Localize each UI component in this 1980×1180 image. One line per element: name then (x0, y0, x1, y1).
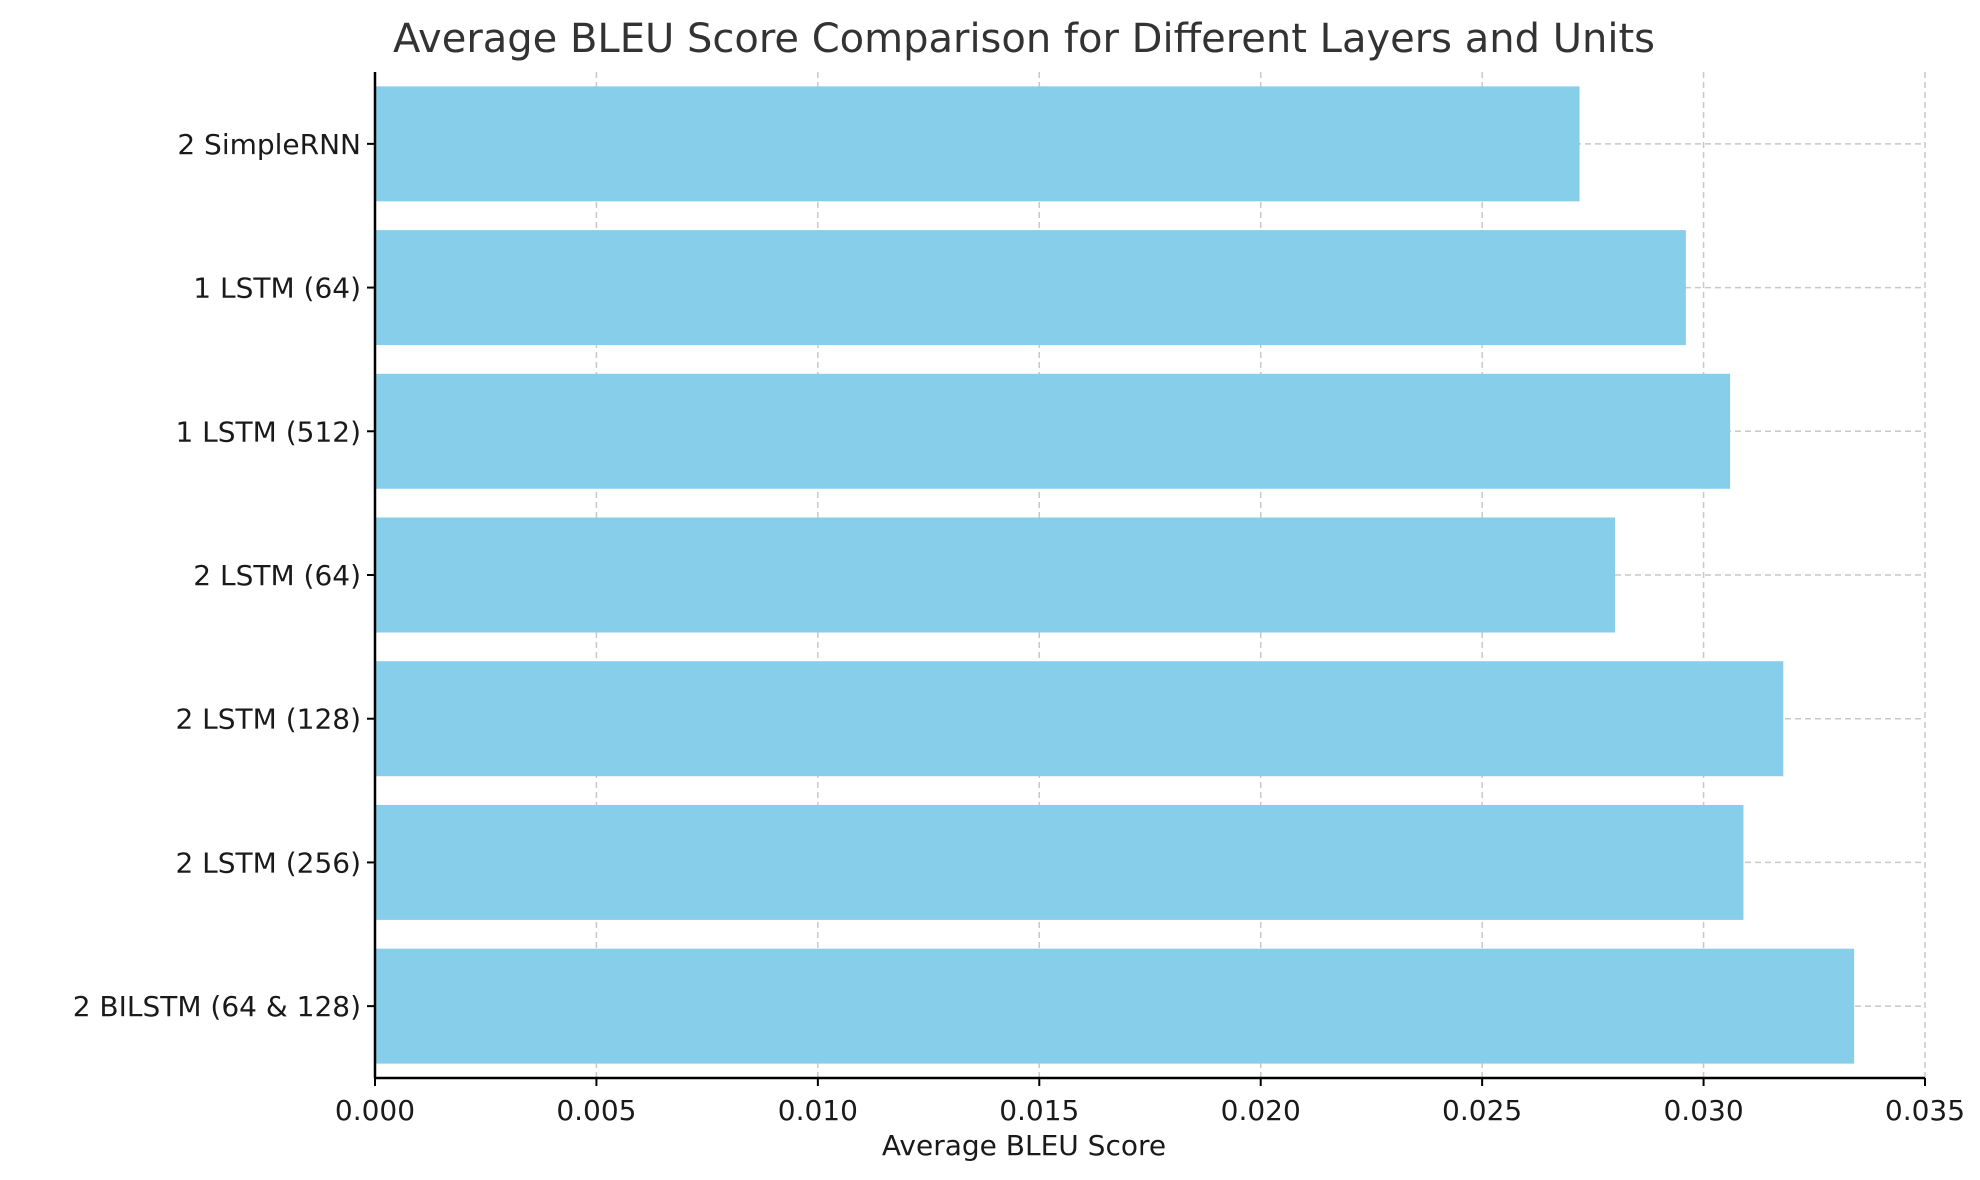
x-tick-label: 0.000 (335, 1094, 415, 1127)
bar (375, 373, 1731, 489)
x-tick-label: 0.020 (1221, 1094, 1301, 1127)
y-tick-label: 1 LSTM (512) (175, 415, 361, 448)
bar (375, 948, 1855, 1064)
y-tick-label: 2 LSTM (128) (175, 703, 361, 736)
x-tick-label: 0.035 (1885, 1094, 1965, 1127)
x-tick-label: 0.015 (999, 1094, 1079, 1127)
bar (375, 230, 1686, 346)
y-tick-label: 2 SimpleRNN (177, 128, 361, 161)
bar (375, 661, 1784, 777)
chart-title: Average BLEU Score Comparison for Differ… (393, 16, 1655, 62)
bars (375, 86, 1855, 1064)
y-tick-label: 2 BILSTM (64 & 128) (73, 990, 361, 1023)
y-tick-label: 1 LSTM (64) (193, 272, 361, 305)
x-tick-label: 0.025 (1442, 1094, 1522, 1127)
x-axis-label: Average BLEU Score (882, 1129, 1166, 1162)
y-tick-label: 2 LSTM (64) (193, 559, 361, 592)
axes: 0.000 0.005 0.010 0.015 0.020 0.025 0.030 0.035… (73, 72, 1965, 1127)
bar (375, 517, 1615, 633)
x-tick-label: 0.030 (1663, 1094, 1743, 1127)
x-tick-label: 0.010 (778, 1094, 858, 1127)
y-tick-label: 2 LSTM (256) (175, 846, 361, 879)
x-tick-label: 0.005 (556, 1094, 636, 1127)
bar (375, 86, 1580, 202)
bar (375, 804, 1744, 920)
